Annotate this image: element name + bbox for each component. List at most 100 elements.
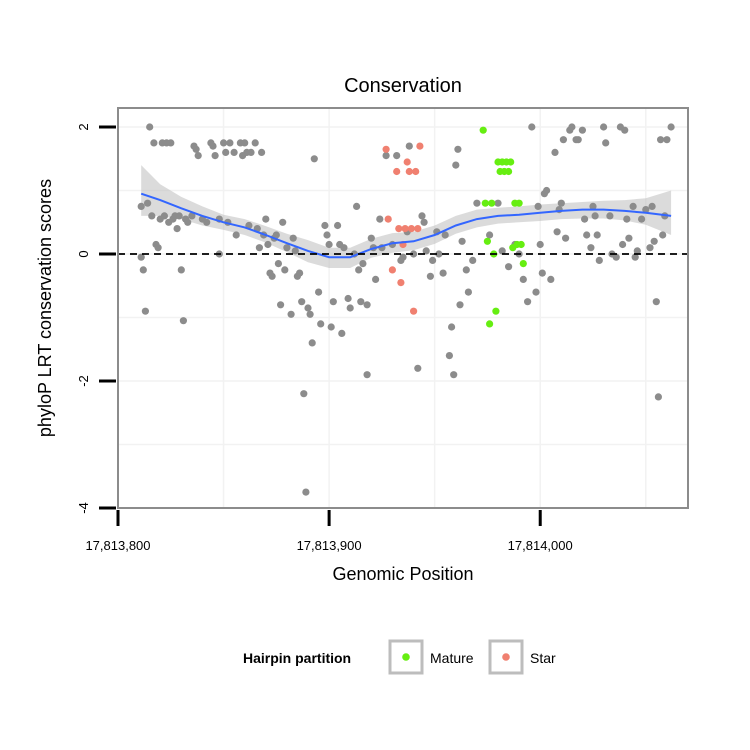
data-point-other (222, 148, 230, 156)
data-point-other (393, 152, 401, 160)
data-point-other (600, 123, 608, 131)
data-point-other (323, 231, 331, 239)
data-point-other (184, 218, 192, 226)
data-point-star (382, 145, 390, 153)
data-point-other (372, 275, 380, 283)
data-point-other (268, 272, 276, 280)
data-point-other (462, 266, 470, 274)
data-point-mature (515, 199, 523, 207)
data-point-other (629, 202, 637, 210)
data-point-other (317, 320, 325, 328)
data-point-other (648, 202, 656, 210)
data-point-other (281, 266, 289, 274)
data-point-mature (507, 158, 515, 166)
data-point-other (519, 275, 527, 283)
data-point-other (340, 244, 348, 252)
legend-swatch-star (502, 653, 510, 661)
data-point-other (454, 145, 462, 153)
data-point-other (505, 263, 513, 271)
data-point-other (306, 310, 314, 318)
smooth-fit-layer (140, 192, 672, 259)
data-point-other (211, 152, 219, 160)
data-point-other (486, 231, 494, 239)
data-point-other (173, 225, 181, 233)
data-point-other (291, 247, 299, 255)
data-point-other (595, 256, 603, 264)
data-point-other (528, 123, 536, 131)
data-point-other (473, 199, 481, 207)
legend: Hairpin partition Mature Star (243, 639, 556, 675)
data-point-other (376, 215, 384, 223)
data-point-other (298, 298, 306, 306)
data-point-star (414, 225, 422, 233)
data-point-other (536, 240, 544, 249)
data-point-star (405, 167, 413, 176)
data-point-other (405, 142, 413, 150)
data-point-other (209, 142, 217, 150)
data-point-other (310, 155, 318, 163)
data-point-other (325, 240, 333, 249)
data-point-other (160, 212, 168, 220)
data-point-other (445, 352, 453, 360)
x-tick-label: 17,814,000 (508, 538, 573, 553)
data-point-other (538, 269, 546, 277)
points-layer (137, 123, 675, 496)
data-point-mature (517, 240, 525, 249)
data-point-other (458, 237, 466, 245)
data-point-other (251, 139, 259, 147)
data-point-other (589, 202, 597, 210)
data-point-other (625, 234, 633, 242)
data-point-other (456, 301, 464, 309)
data-point-other (494, 199, 502, 207)
data-point-other (439, 269, 447, 277)
data-point-other (272, 231, 280, 239)
data-point-other (167, 139, 175, 147)
y-tick-label: 2 (76, 123, 91, 130)
data-point-other (382, 152, 390, 160)
data-point-other (355, 266, 363, 274)
data-point-other (264, 240, 272, 249)
x-tick-label: 17,813,800 (85, 538, 150, 553)
data-point-other (232, 231, 240, 239)
data-point-other (659, 231, 667, 239)
data-point-mature (492, 307, 500, 315)
data-point-other (464, 288, 472, 296)
data-point-other (255, 244, 263, 252)
data-point-other (177, 266, 185, 274)
x-tick-label: 17,813,900 (297, 538, 362, 553)
data-point-star (397, 279, 405, 287)
smooth-confidence-band (141, 165, 672, 268)
data-point-other (283, 244, 291, 252)
data-point-other (663, 136, 671, 144)
legend-swatch-mature (402, 653, 410, 661)
data-point-other (363, 371, 371, 379)
data-point-other (619, 240, 627, 249)
data-point-other (621, 126, 629, 134)
data-point-other (410, 250, 418, 258)
data-point-mature (486, 320, 494, 328)
smooth-fit-line (140, 192, 672, 259)
data-point-other (547, 275, 555, 283)
data-point-other (192, 145, 200, 153)
data-point-other (287, 310, 295, 318)
data-point-star (395, 225, 403, 233)
legend-title: Hairpin partition (243, 650, 351, 666)
data-point-other (230, 148, 238, 156)
data-point-other (179, 317, 187, 325)
data-point-star (384, 215, 392, 223)
data-point-other (435, 250, 443, 258)
data-point-other (532, 288, 540, 296)
data-point-other (420, 218, 428, 226)
data-point-other (302, 488, 310, 496)
data-point-other (150, 139, 158, 147)
data-point-other (175, 212, 183, 220)
data-point-other (139, 266, 147, 274)
data-point-other (612, 253, 620, 261)
x-axis: 17,813,800 17,813,900 17,814,000 (85, 510, 573, 553)
data-point-other (363, 301, 371, 309)
data-point-other (631, 253, 639, 261)
data-point-mature (481, 199, 489, 207)
data-point-other (450, 371, 458, 379)
data-point-other (602, 139, 610, 147)
data-point-other (452, 161, 460, 169)
